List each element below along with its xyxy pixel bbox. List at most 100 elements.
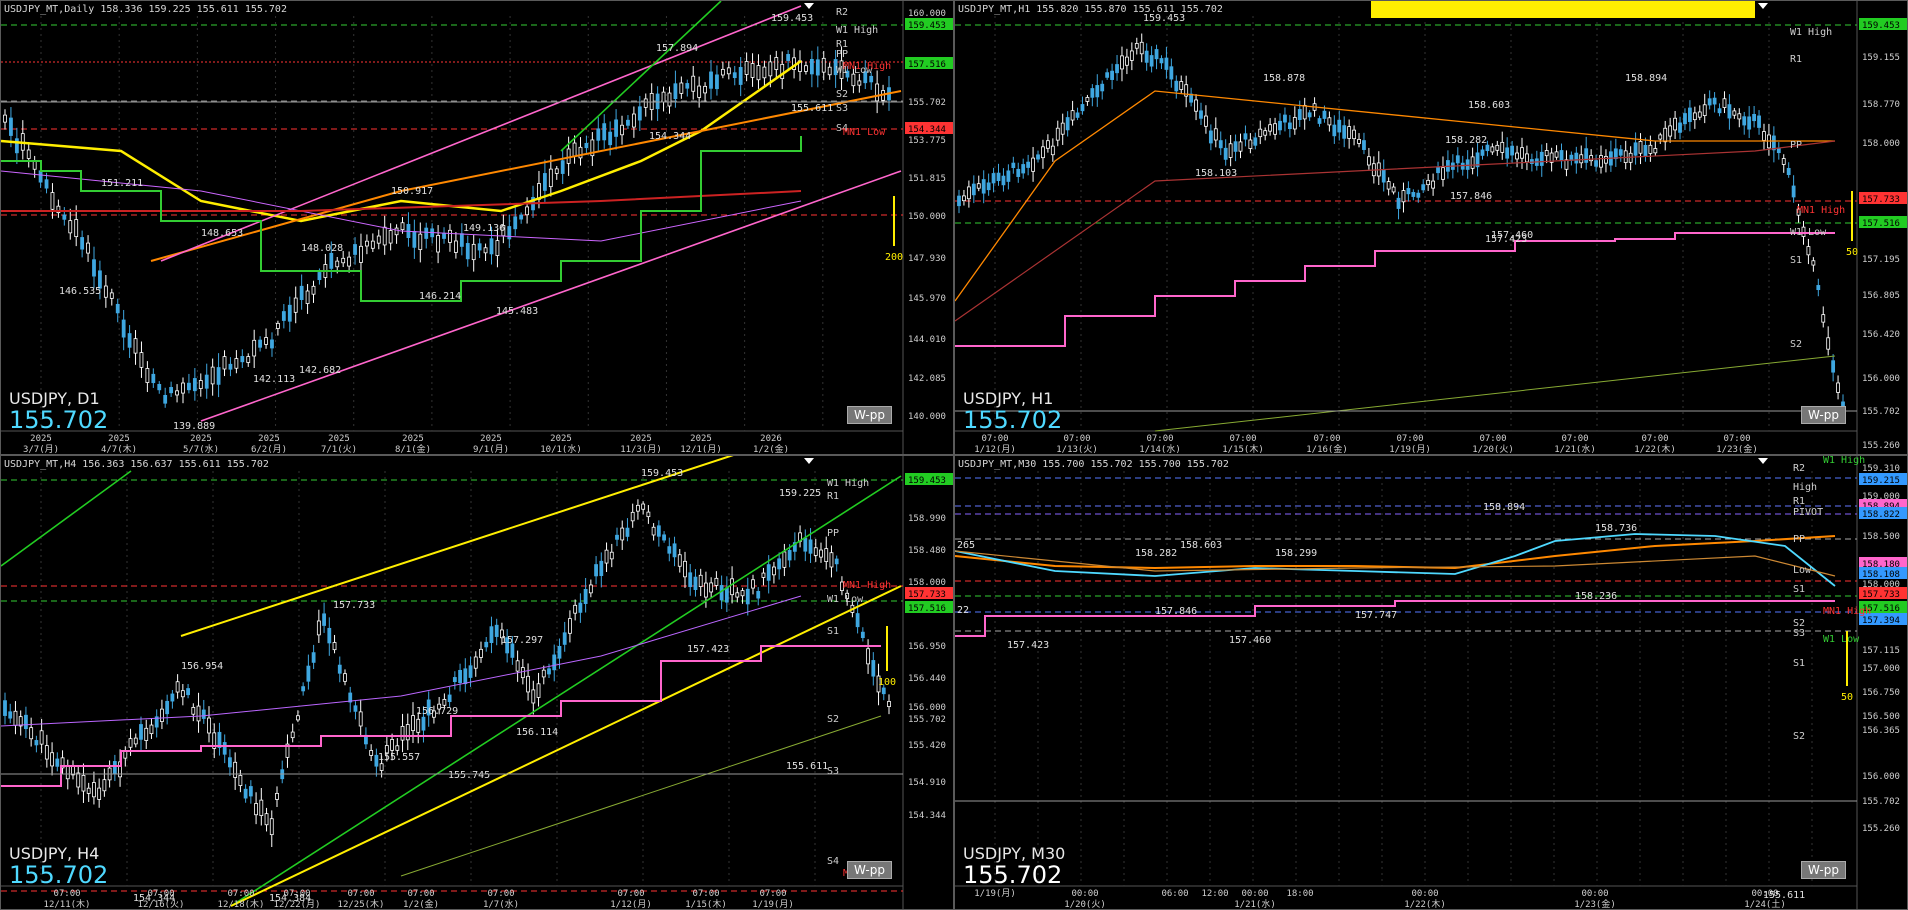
candle-body [1633,142,1638,156]
candle-body [709,582,714,593]
candle-body [673,83,678,100]
time-axis-label: 1/24(土) [1744,898,1786,910]
price-axis-label: 159.453 [1862,21,1900,31]
trend-green [1,470,132,567]
candle-body [248,786,253,797]
price-axis-label: 157.516 [1862,604,1900,614]
chart-window-d1[interactable]: 160.000 159.453 157.516 155.702 154.344 153.7… [0,0,954,455]
candle-body [228,757,232,768]
w-pp-button[interactable]: W-pp [1801,861,1846,879]
time-axis-label: 1/19(月) [752,899,794,910]
candle-body [411,715,415,732]
candle-body [1095,85,1100,98]
time-axis-label: 07:00 [1641,434,1668,444]
time-axis-label: 2025 [30,434,52,444]
candle-body [424,227,429,239]
candle-body [505,637,510,654]
candle-body [3,114,7,123]
chart-window-h4[interactable]: 159.453 158.990 158.480 158.000 157.733 157.5… [0,455,954,910]
candle-body [212,732,217,749]
candle-body [594,564,598,577]
candle-body [1386,181,1391,190]
candle-body [1515,152,1519,160]
price-annotation: 157.460 [1491,230,1533,241]
candle-body [127,333,132,348]
candle-body [583,588,588,604]
candle-body [855,613,860,628]
candle-body [264,337,268,345]
candle-body [704,582,708,598]
candle-body [709,71,713,89]
candle-body [1125,56,1129,66]
candle-body [667,92,672,107]
candle-body [1199,110,1203,119]
candle-body [139,352,144,368]
level-label: High [1793,482,1817,493]
level-label: R1 [836,39,848,50]
candle-body [477,243,482,251]
level-label: S4 [836,123,848,134]
price-axis-label: 156.420 [1862,330,1900,340]
candle-body [400,725,405,741]
price-annotation: 146.214 [419,291,461,302]
candle-body [808,539,813,554]
price-axis-label: 157.516 [908,60,946,70]
candle-body [405,724,410,741]
level-label: S2 [836,89,848,100]
w-pp-button[interactable]: W-pp [1801,406,1846,424]
price-axis-label: 155.702 [1862,797,1900,807]
candle-body [991,173,996,184]
candle-body [80,237,85,250]
channel-yellow-upper [180,456,734,637]
price-axis-label: 158.108 [1862,570,1900,580]
time-axis-label: 2025 [190,434,212,444]
candle-body [1426,179,1431,186]
candle-body [1421,184,1426,191]
chart-header: USDJPY_MT,M30 155.700 155.702 155.700 15… [958,459,1229,470]
candle-body [526,675,530,693]
time-axis-label: 07:00 [759,889,786,899]
price-tag [905,57,953,69]
candle-body [103,285,108,298]
candle-body [359,245,363,263]
time-axis-label: 1/21(水) [1234,898,1276,910]
level-label: W1 Low [1823,634,1860,645]
candle-body [9,117,13,136]
candle-body [1762,131,1766,141]
candle-body [1327,117,1332,126]
time-axis-label: 1/16(金) [1306,443,1348,455]
candle-body [416,718,421,733]
level-label: S1 [827,626,839,637]
current-price: 155.702 [963,861,1063,889]
candle-body [432,710,436,718]
candle-body [1120,55,1124,70]
candle-body [374,754,379,767]
candle-body [1258,128,1263,138]
candle-body [1011,162,1016,168]
chart-window-m30[interactable]: 159.310 159.215 159.000 158.894 158.822 158.5… [954,455,1908,910]
time-axis-label: 07:00 [981,434,1008,444]
candle-body [1164,57,1169,70]
candle-body [1159,58,1164,64]
w-pp-button[interactable]: W-pp [847,861,892,879]
time-axis-label: 1/19(月) [1389,444,1431,455]
price-annotation: 148.028 [301,243,343,254]
candle-body [568,618,572,634]
candle-body [1520,147,1524,159]
chart-canvas-m30[interactable]: 159.310 159.215 159.000 158.894 158.822 158.5… [955,456,1908,910]
price-annotation: 157.894 [656,43,698,54]
w-pp-button[interactable]: W-pp [847,406,892,424]
range-value: 50 [1846,247,1858,258]
candle-body [1771,135,1776,151]
candle-body [1100,83,1105,92]
candle-body [149,724,154,735]
chart-canvas-h4[interactable]: 159.453 158.990 158.480 158.000 157.733 157.5… [1,456,954,910]
candle-body [1683,113,1687,125]
price-axis-label: 155.702 [908,715,946,725]
chart-canvas-h1[interactable]: 159.453 159.155 158.770 158.000 157.733 157.5… [955,1,1908,455]
chart-window-h1[interactable]: 159.453 159.155 158.770 158.000 157.733 157.5… [954,0,1908,455]
candle-body [1465,159,1470,170]
chart-canvas-d1[interactable]: 160.000159.453157.516155.702154.344153.7… [1,1,954,455]
candle-body [1801,226,1806,237]
candle-body [683,560,687,578]
